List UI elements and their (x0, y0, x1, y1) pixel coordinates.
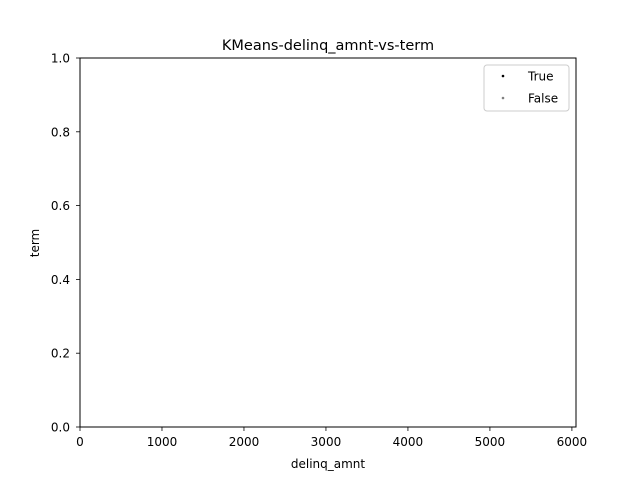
legend-label: False (528, 92, 558, 106)
x-tick-label: 2000 (229, 435, 260, 449)
y-tick-label: 0.6 (51, 199, 70, 213)
x-axis: 0 1000 2000 3000 4000 5000 6000 (76, 427, 587, 449)
legend-marker (501, 96, 505, 100)
y-axis: 0.0 0.2 0.4 0.6 0.8 1.0 (51, 52, 80, 435)
y-tick-label: 0.0 (51, 421, 70, 435)
x-tick-label: 6000 (557, 435, 588, 449)
plot-area (79, 57, 577, 428)
x-tick-label: 4000 (393, 435, 424, 449)
y-tick-label: 1.0 (51, 52, 70, 66)
legend-label: True (527, 70, 554, 84)
legend-box (483, 64, 570, 112)
y-tick-label: 0.4 (51, 273, 70, 287)
x-tick-label: 1000 (147, 435, 178, 449)
y-tick-label: 0.8 (51, 125, 70, 139)
x-tick-label: 0 (76, 435, 84, 449)
y-axis-label: term (28, 229, 42, 258)
chart-title: KMeans-delinq_amnt-vs-term (222, 38, 434, 54)
x-tick-label: 3000 (311, 435, 342, 449)
x-tick-label: 5000 (475, 435, 506, 449)
legend-marker (501, 74, 505, 78)
x-axis-label: delinq_amnt (291, 457, 366, 471)
plot-frame (79, 57, 577, 428)
y-tick-label: 0.2 (51, 347, 70, 361)
legend: True False (483, 64, 570, 112)
